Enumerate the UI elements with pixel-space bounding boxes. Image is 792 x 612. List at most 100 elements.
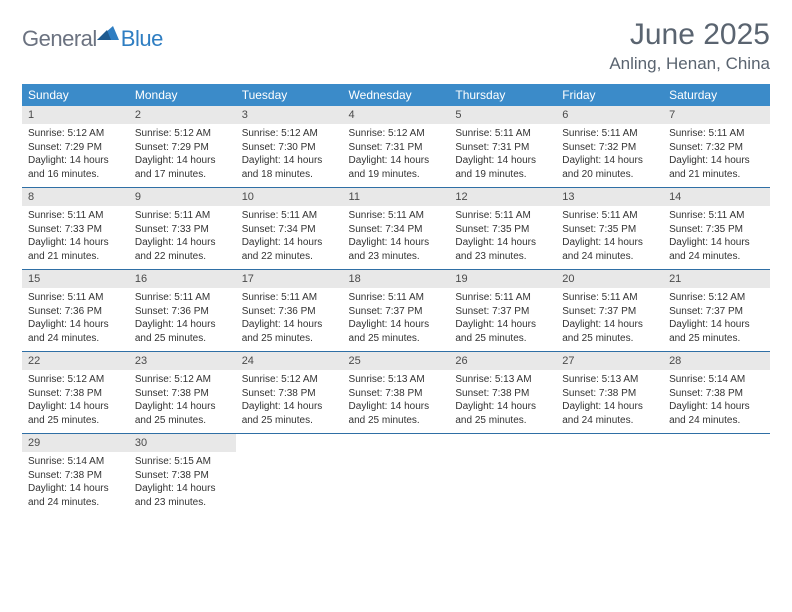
- day-number-cell: 4: [343, 106, 450, 124]
- sunrise-text: Sunrise: 5:11 AM: [349, 291, 444, 305]
- day-content-row: Sunrise: 5:14 AMSunset: 7:38 PMDaylight:…: [22, 452, 770, 515]
- daylight-text: Daylight: 14 hours and 24 minutes.: [562, 236, 657, 263]
- day-number-cell: 27: [556, 352, 663, 371]
- sunset-text: Sunset: 7:29 PM: [135, 141, 230, 155]
- day-number-cell: [343, 434, 450, 453]
- day-number-cell: 24: [236, 352, 343, 371]
- day-content-cell: Sunrise: 5:11 AMSunset: 7:34 PMDaylight:…: [343, 206, 450, 270]
- sunrise-text: Sunrise: 5:15 AM: [135, 455, 230, 469]
- day-number-cell: 2: [129, 106, 236, 124]
- day-content-cell: [449, 452, 556, 515]
- day-content-cell: Sunrise: 5:11 AMSunset: 7:36 PMDaylight:…: [129, 288, 236, 352]
- day-number-cell: 11: [343, 188, 450, 207]
- daylight-text: Daylight: 14 hours and 21 minutes.: [669, 154, 764, 181]
- sunrise-text: Sunrise: 5:12 AM: [135, 373, 230, 387]
- calendar-table: Sunday Monday Tuesday Wednesday Thursday…: [22, 84, 770, 515]
- day-header: Thursday: [449, 84, 556, 106]
- daylight-text: Daylight: 14 hours and 25 minutes.: [562, 318, 657, 345]
- daylight-text: Daylight: 14 hours and 25 minutes.: [669, 318, 764, 345]
- day-content-cell: Sunrise: 5:13 AMSunset: 7:38 PMDaylight:…: [556, 370, 663, 434]
- sunset-text: Sunset: 7:33 PM: [135, 223, 230, 237]
- sunrise-text: Sunrise: 5:11 AM: [562, 291, 657, 305]
- daylight-text: Daylight: 14 hours and 18 minutes.: [242, 154, 337, 181]
- day-content-cell: Sunrise: 5:14 AMSunset: 7:38 PMDaylight:…: [22, 452, 129, 515]
- day-content-cell: Sunrise: 5:11 AMSunset: 7:32 PMDaylight:…: [663, 124, 770, 188]
- daylight-text: Daylight: 14 hours and 24 minutes.: [669, 400, 764, 427]
- daylight-text: Daylight: 14 hours and 22 minutes.: [242, 236, 337, 263]
- sunrise-text: Sunrise: 5:12 AM: [242, 373, 337, 387]
- day-content-row: Sunrise: 5:11 AMSunset: 7:36 PMDaylight:…: [22, 288, 770, 352]
- day-number-row: 1234567: [22, 106, 770, 124]
- day-number-cell: [663, 434, 770, 453]
- sunrise-text: Sunrise: 5:13 AM: [349, 373, 444, 387]
- page-header: General Blue June 2025 Anling, Henan, Ch…: [22, 18, 770, 74]
- day-number-cell: 7: [663, 106, 770, 124]
- sunset-text: Sunset: 7:37 PM: [455, 305, 550, 319]
- day-number-row: 891011121314: [22, 188, 770, 207]
- day-content-cell: [663, 452, 770, 515]
- day-number-cell: 20: [556, 270, 663, 289]
- day-content-cell: Sunrise: 5:12 AMSunset: 7:38 PMDaylight:…: [129, 370, 236, 434]
- day-content-cell: Sunrise: 5:11 AMSunset: 7:37 PMDaylight:…: [556, 288, 663, 352]
- sunrise-text: Sunrise: 5:14 AM: [669, 373, 764, 387]
- day-content-cell: [556, 452, 663, 515]
- day-content-cell: Sunrise: 5:13 AMSunset: 7:38 PMDaylight:…: [343, 370, 450, 434]
- day-header: Friday: [556, 84, 663, 106]
- sunrise-text: Sunrise: 5:11 AM: [349, 209, 444, 223]
- day-content-cell: Sunrise: 5:12 AMSunset: 7:29 PMDaylight:…: [129, 124, 236, 188]
- daylight-text: Daylight: 14 hours and 20 minutes.: [562, 154, 657, 181]
- daylight-text: Daylight: 14 hours and 16 minutes.: [28, 154, 123, 181]
- sunset-text: Sunset: 7:36 PM: [242, 305, 337, 319]
- sunset-text: Sunset: 7:37 PM: [669, 305, 764, 319]
- sunset-text: Sunset: 7:36 PM: [28, 305, 123, 319]
- logo-text-2: Blue: [121, 26, 163, 52]
- sunrise-text: Sunrise: 5:12 AM: [28, 127, 123, 141]
- sunrise-text: Sunrise: 5:12 AM: [349, 127, 444, 141]
- day-header: Saturday: [663, 84, 770, 106]
- sunrise-text: Sunrise: 5:11 AM: [455, 209, 550, 223]
- daylight-text: Daylight: 14 hours and 25 minutes.: [455, 318, 550, 345]
- day-header: Tuesday: [236, 84, 343, 106]
- sunrise-text: Sunrise: 5:11 AM: [28, 291, 123, 305]
- day-content-row: Sunrise: 5:11 AM Sunset: 7:33 PM Daylight:…: [22, 206, 770, 270]
- day-content-cell: Sunrise: 5:12 AMSunset: 7:38 PMDaylight:…: [22, 370, 129, 434]
- day-number-cell: 22: [22, 352, 129, 371]
- day-content-row: Sunrise: 5:12 AMSunset: 7:38 PMDaylight:…: [22, 370, 770, 434]
- daylight-text: Daylight: 14 hours and 24 minutes.: [28, 482, 123, 509]
- daylight-text: Daylight: 14 hours and 24 minutes.: [562, 400, 657, 427]
- sunrise-text: Sunrise: 5:11 AM: [669, 209, 764, 223]
- day-content-cell: Sunrise: 5:12 AMSunset: 7:29 PMDaylight:…: [22, 124, 129, 188]
- day-content-cell: Sunrise: 5:12 AMSunset: 7:31 PMDaylight:…: [343, 124, 450, 188]
- day-header: Monday: [129, 84, 236, 106]
- day-number-cell: 28: [663, 352, 770, 371]
- sunset-text: Sunset: 7:38 PM: [28, 469, 123, 483]
- sunset-text: Sunset: 7:37 PM: [562, 305, 657, 319]
- day-content-cell: Sunrise: 5:11 AMSunset: 7:33 PMDaylight:…: [22, 206, 129, 270]
- sunset-text: Sunset: 7:30 PM: [242, 141, 337, 155]
- sunset-text: Sunset: 7:31 PM: [349, 141, 444, 155]
- sunrise-text: Sunrise: 5:13 AM: [562, 373, 657, 387]
- day-number-cell: 15: [22, 270, 129, 289]
- sunrise-text: Sunrise: 5:11 AM: [242, 291, 337, 305]
- day-number-cell: 12: [449, 188, 556, 207]
- day-number-cell: 16: [129, 270, 236, 289]
- day-content-cell: [343, 452, 450, 515]
- sunrise-text: Sunrise: 5:11 AM: [562, 127, 657, 141]
- daylight-text: Daylight: 14 hours and 19 minutes.: [349, 154, 444, 181]
- sunset-text: Sunset: 7:34 PM: [242, 223, 337, 237]
- daylight-text: Daylight: 14 hours and 23 minutes.: [135, 482, 230, 509]
- day-number-cell: 3: [236, 106, 343, 124]
- sunrise-text: Sunrise: 5:11 AM: [669, 127, 764, 141]
- sunset-text: Sunset: 7:38 PM: [562, 387, 657, 401]
- daylight-text: Daylight: 14 hours and 25 minutes.: [28, 400, 123, 427]
- day-number-cell: 9: [129, 188, 236, 207]
- month-title: June 2025: [609, 18, 770, 52]
- sunset-text: Sunset: 7:38 PM: [349, 387, 444, 401]
- sunset-text: Sunset: 7:34 PM: [349, 223, 444, 237]
- day-content-row: Sunrise: 5:12 AM Sunset: 7:29 PM Daylight:…: [22, 124, 770, 188]
- day-number-cell: 6: [556, 106, 663, 124]
- day-number-cell: 5: [449, 106, 556, 124]
- day-content-cell: Sunrise: 5:12 AMSunset: 7:38 PMDaylight:…: [236, 370, 343, 434]
- day-number-cell: 8: [22, 188, 129, 207]
- daylight-text: Daylight: 14 hours and 25 minutes.: [135, 318, 230, 345]
